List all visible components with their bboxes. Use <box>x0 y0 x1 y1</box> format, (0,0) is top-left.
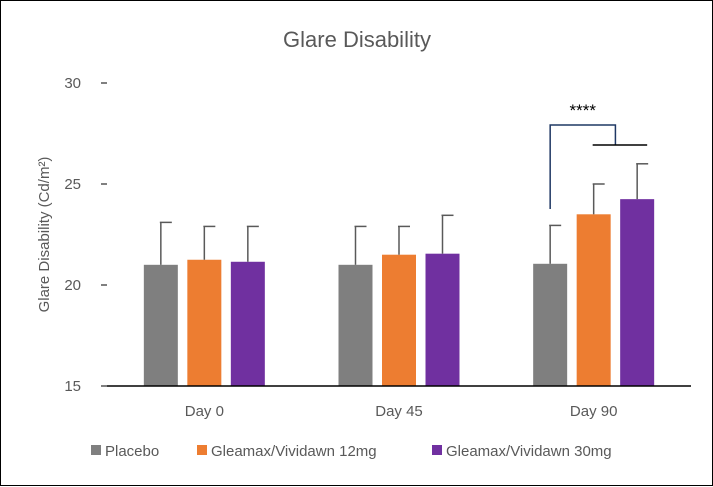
error-bars <box>159 163 649 265</box>
bar <box>533 263 568 386</box>
bar <box>143 264 178 386</box>
bar <box>230 261 265 386</box>
y-tick-label: 15 <box>64 378 81 395</box>
legend-label: Gleamax/Vividawn 30mg <box>446 443 612 460</box>
x-tick-label: Day 90 <box>570 403 618 420</box>
y-tick-label: 20 <box>64 277 81 294</box>
legend-swatch <box>91 445 101 455</box>
bar <box>620 199 655 386</box>
bar <box>187 259 222 386</box>
x-tick-label: Day 0 <box>185 403 224 420</box>
legend-label: Placebo <box>105 443 159 460</box>
bar <box>425 253 460 386</box>
bar-series <box>143 199 655 386</box>
significance-bracket-line <box>549 124 617 209</box>
bar <box>382 254 416 386</box>
chart-title: Glare Disability <box>283 27 431 52</box>
bar <box>338 264 373 386</box>
y-tick-label: 25 <box>64 176 81 193</box>
y-axis-title: Glare Disability (Cd/m²) <box>36 157 53 313</box>
legend: Placebo Gleamax/Vividawn 12mg Gleamax/Vivi… <box>91 443 612 460</box>
bar <box>576 214 611 386</box>
x-axis-tick-labels: Day 0 Day 45 Day 90 <box>185 403 618 420</box>
y-axis-ticks: 15 20 25 30 <box>64 75 107 395</box>
legend-swatch <box>432 445 442 455</box>
legend-label: Gleamax/Vividawn 12mg <box>211 443 377 460</box>
y-tick-label: 30 <box>64 75 81 92</box>
x-tick-label: Day 45 <box>375 403 423 420</box>
significance-label: **** <box>570 101 597 120</box>
significance-bracket: **** <box>549 101 648 209</box>
legend-swatch <box>197 445 207 455</box>
